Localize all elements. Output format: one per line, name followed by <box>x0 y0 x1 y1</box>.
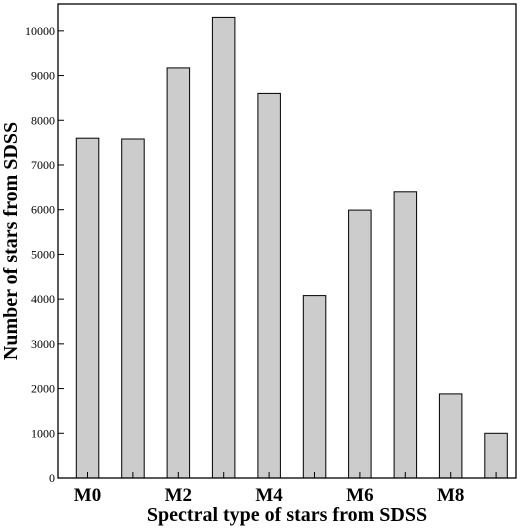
y-tick-label: 4000 <box>31 292 55 306</box>
x-axis: M0 M2 M4 M6 M8 <box>74 472 497 506</box>
y-tick-label: 3000 <box>31 337 55 351</box>
bar-m6 <box>348 209 372 479</box>
y-tick-label: 6000 <box>31 203 55 217</box>
x-tick-label-m4: M4 <box>255 485 283 506</box>
y-tick-label: 8000 <box>31 113 55 127</box>
y-tick-label: 7000 <box>31 158 55 172</box>
x-tick-label-m2: M2 <box>165 485 192 506</box>
y-tick-label: 9000 <box>31 69 55 83</box>
bar-m9 <box>484 432 508 479</box>
plot-frame <box>57 3 517 479</box>
bar-m3 <box>211 16 236 479</box>
y-axis-title: Number of stars from SDSS <box>0 122 22 360</box>
x-tick-label-m0: M0 <box>74 485 101 506</box>
bar-m5 <box>302 295 327 479</box>
bar-m2 <box>166 67 191 479</box>
bar-m8 <box>438 393 463 479</box>
bar-m0 <box>75 137 100 479</box>
y-tick-label: 10000 <box>25 24 55 38</box>
y-tick-label: 2000 <box>31 382 55 396</box>
x-tick-label-m6: M6 <box>346 485 373 506</box>
x-axis-title: Spectral type of stars from SDSS <box>147 504 427 526</box>
bar-m4 <box>257 92 281 479</box>
y-axis: 0 1000 2000 3000 4000 5000 6000 7000 8000 9000 100… <box>25 24 64 485</box>
y-tick-label: 0 <box>49 471 55 485</box>
y-tick-label: 1000 <box>31 426 55 440</box>
bars-group <box>75 16 508 479</box>
bar-m1 <box>121 138 145 479</box>
bar-m7 <box>393 191 418 479</box>
y-tick-label: 5000 <box>31 247 55 261</box>
x-tick-label-m8: M8 <box>437 485 464 506</box>
